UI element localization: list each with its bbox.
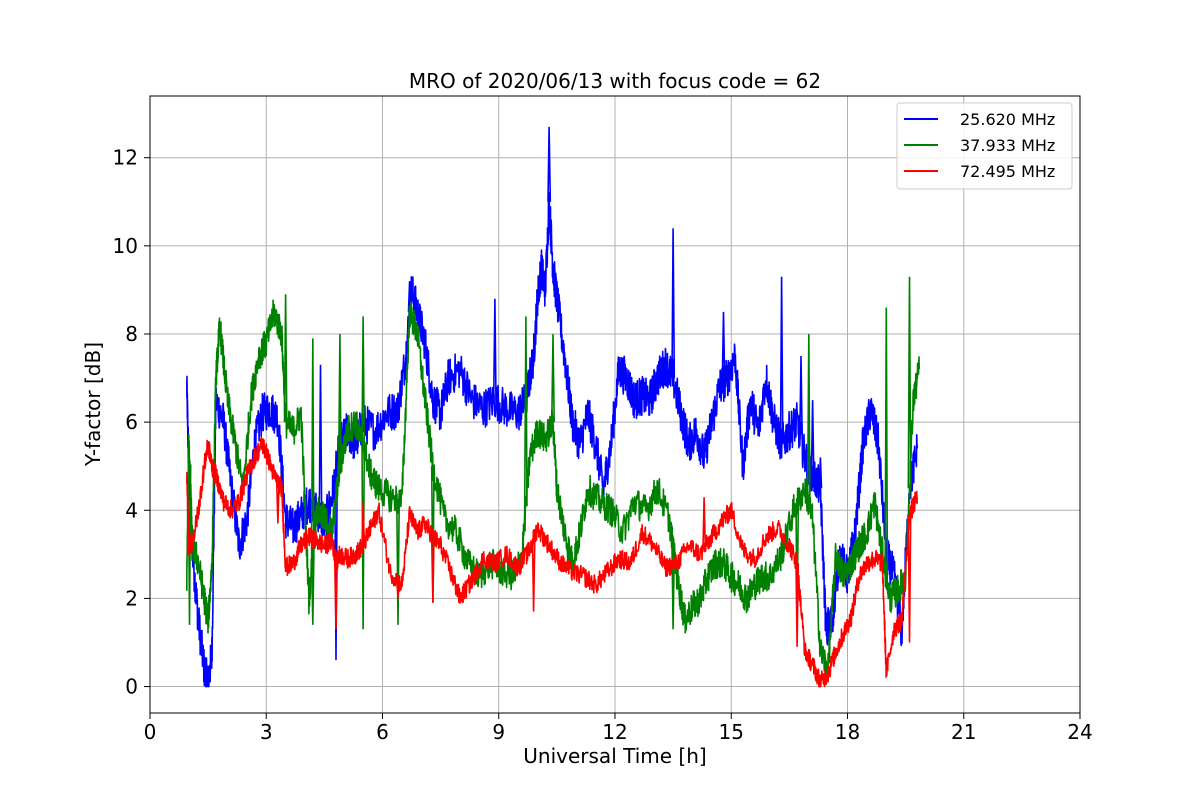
series-spike xyxy=(337,333,342,467)
series-line xyxy=(186,192,919,688)
series-spike xyxy=(907,276,912,489)
series-spike xyxy=(283,294,288,423)
series-spike xyxy=(810,400,815,476)
series-spike xyxy=(702,497,707,549)
series-spike xyxy=(318,364,323,517)
series-spike xyxy=(334,563,338,630)
series-line xyxy=(186,299,920,683)
y-tick-label: 10 xyxy=(113,234,138,258)
series-spike xyxy=(396,580,400,599)
series-spike xyxy=(806,333,811,504)
series-spike xyxy=(361,501,366,546)
series-3 xyxy=(186,437,919,688)
y-axis-label: Y-factor [dB] xyxy=(81,342,105,467)
y-tick-label: 8 xyxy=(125,322,138,346)
series-spike xyxy=(721,311,726,383)
series-spike xyxy=(779,276,784,445)
y-tick-label: 6 xyxy=(125,410,138,434)
x-tick-label: 18 xyxy=(835,720,860,744)
series-line xyxy=(186,437,919,688)
series-spike xyxy=(818,457,823,489)
x-tick-label: 3 xyxy=(260,720,273,744)
x-tick-label: 9 xyxy=(492,720,505,744)
x-tick-label: 0 xyxy=(144,720,157,744)
series-spike xyxy=(523,316,528,506)
series-spike xyxy=(884,307,889,577)
series-spike xyxy=(531,538,536,612)
x-tick-label: 21 xyxy=(951,720,976,744)
x-tick-label: 6 xyxy=(376,720,389,744)
series-spike xyxy=(334,470,338,661)
legend-label: 25.620 MHz xyxy=(960,110,1055,129)
series-spike xyxy=(396,499,400,625)
series-spike xyxy=(826,607,831,630)
legend-label: 72.495 MHz xyxy=(960,162,1055,181)
series-spike xyxy=(547,126,552,202)
x-axis-label: Universal Time [h] xyxy=(523,744,706,768)
series-spike xyxy=(880,554,885,564)
x-tick-label: 15 xyxy=(719,720,744,744)
series-spike xyxy=(795,563,800,647)
x-tick-label: 12 xyxy=(602,720,627,744)
legend-box xyxy=(896,102,1073,190)
series-spike xyxy=(275,481,280,524)
y-tick-label: 4 xyxy=(125,498,138,522)
chart-legend: 25.620 MHz 37.933 MHz 72.495 MHz xyxy=(896,102,1073,190)
series-spike xyxy=(430,536,435,603)
plot-series-area xyxy=(186,126,920,688)
series-spike xyxy=(907,514,912,643)
chart-title: MRO of 2020/06/13 with focus code = 62 xyxy=(409,69,821,93)
y-tick-label: 0 xyxy=(125,675,138,699)
series-spike xyxy=(361,316,366,445)
series-spike xyxy=(310,338,315,555)
series-spike xyxy=(310,554,315,625)
x-tick-label: 24 xyxy=(1067,720,1092,744)
y-tick-label: 2 xyxy=(125,586,138,610)
series-spike xyxy=(671,547,676,630)
legend-label: 37.933 MHz xyxy=(960,136,1055,155)
series-spike xyxy=(671,228,676,379)
series-spike xyxy=(492,298,497,401)
series-spike xyxy=(799,355,803,440)
series-spike xyxy=(551,333,555,423)
series-spike xyxy=(868,399,873,410)
y-tick-label: 12 xyxy=(113,146,138,170)
